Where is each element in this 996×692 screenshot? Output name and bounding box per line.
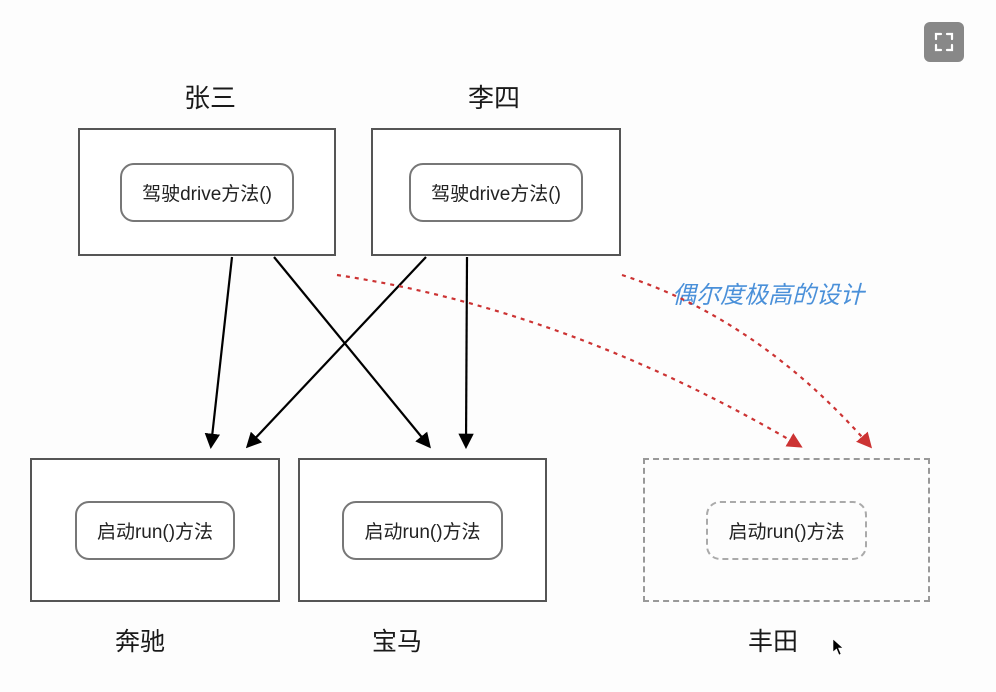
method-box-toyota: 启动run()方法 bbox=[706, 501, 866, 560]
arrow-lisi-bmw bbox=[466, 257, 467, 446]
node-box-benz: 启动run()方法 bbox=[30, 458, 280, 602]
expand-icon bbox=[934, 32, 954, 52]
method-box-bmw: 启动run()方法 bbox=[342, 501, 502, 560]
node-box-lisi: 驾驶drive方法() bbox=[371, 128, 621, 256]
annotation-text: 偶尔度极高的设计 bbox=[672, 275, 864, 310]
node-title-zhangsan: 张三 bbox=[165, 78, 255, 115]
arrow-zhangsan-bmw bbox=[274, 257, 429, 446]
method-box-benz: 启动run()方法 bbox=[75, 501, 235, 560]
method-box-lisi: 驾驶drive方法() bbox=[409, 163, 583, 222]
mouse-cursor bbox=[832, 638, 846, 661]
arrow-zhangsan-benz bbox=[211, 257, 232, 446]
node-box-zhangsan: 驾驶drive方法() bbox=[78, 128, 336, 256]
node-label-benz: 奔驰 bbox=[100, 622, 180, 658]
expand-button[interactable] bbox=[924, 22, 964, 62]
node-label-toyota: 丰田 bbox=[733, 622, 813, 658]
node-box-bmw: 启动run()方法 bbox=[298, 458, 547, 602]
method-box-zhangsan: 驾驶drive方法() bbox=[120, 163, 294, 222]
node-box-toyota: 启动run()方法 bbox=[643, 458, 930, 602]
node-title-lisi: 李四 bbox=[449, 78, 539, 115]
arrow-lisi-benz bbox=[248, 257, 426, 446]
node-label-bmw: 宝马 bbox=[357, 622, 437, 658]
